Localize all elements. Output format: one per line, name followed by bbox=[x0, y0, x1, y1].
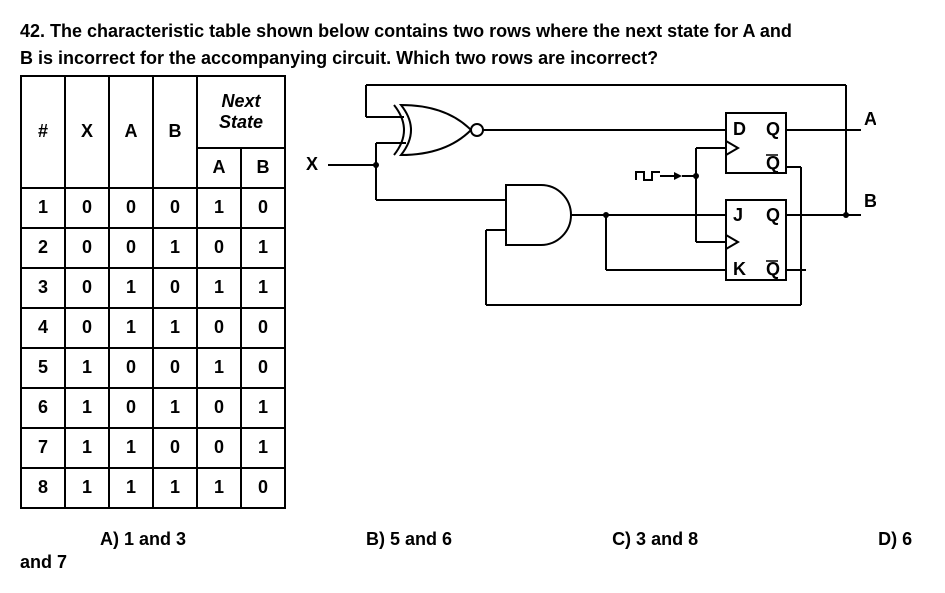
table-cell: 1 bbox=[241, 228, 285, 268]
header-b: B bbox=[153, 76, 197, 188]
question-line1: 42. The characteristic table shown below… bbox=[20, 20, 925, 43]
table-cell: 0 bbox=[65, 308, 109, 348]
table-cell: 1 bbox=[65, 348, 109, 388]
table-cell: 1 bbox=[153, 388, 197, 428]
svg-text:Q: Q bbox=[766, 153, 780, 173]
table-cell: 0 bbox=[241, 308, 285, 348]
option-c: C) 3 and 8 bbox=[612, 529, 698, 550]
table-cell: 0 bbox=[153, 268, 197, 308]
clock-icon bbox=[636, 172, 682, 180]
table-cell: 1 bbox=[109, 308, 153, 348]
svg-text:Q: Q bbox=[766, 205, 780, 225]
table-cell: 0 bbox=[109, 348, 153, 388]
table-cell: 0 bbox=[241, 188, 285, 228]
table-cell: 6 bbox=[21, 388, 65, 428]
table-cell: 1 bbox=[65, 428, 109, 468]
table-row: 301011 bbox=[21, 268, 285, 308]
table-cell: 1 bbox=[197, 268, 241, 308]
and-gate-icon bbox=[506, 185, 571, 245]
table-cell: 1 bbox=[241, 428, 285, 468]
table-cell: 1 bbox=[241, 388, 285, 428]
svg-text:Q: Q bbox=[766, 259, 780, 279]
table-cell: 1 bbox=[197, 188, 241, 228]
table-row: 510010 bbox=[21, 348, 285, 388]
table-cell: 0 bbox=[65, 228, 109, 268]
nor-gate-icon bbox=[394, 105, 483, 155]
table-cell: 1 bbox=[197, 348, 241, 388]
table-row: 610101 bbox=[21, 388, 285, 428]
svg-text:A: A bbox=[864, 109, 876, 129]
header-ns-a: A bbox=[197, 148, 241, 188]
content-row: # X A B NextState A B 100010200101301011… bbox=[20, 75, 925, 509]
table-cell: 0 bbox=[109, 388, 153, 428]
table-cell: 1 bbox=[109, 428, 153, 468]
table-row: 711001 bbox=[21, 428, 285, 468]
table-cell: 0 bbox=[65, 188, 109, 228]
table-cell: 1 bbox=[65, 388, 109, 428]
d-flipflop: D Q Q bbox=[726, 113, 786, 173]
header-next-state: NextState bbox=[197, 76, 285, 148]
table-cell: 0 bbox=[197, 388, 241, 428]
table-cell: 1 bbox=[65, 468, 109, 508]
svg-text:Q: Q bbox=[766, 119, 780, 139]
table-cell: 2 bbox=[21, 228, 65, 268]
header-x: X bbox=[65, 76, 109, 188]
svg-text:K: K bbox=[733, 259, 746, 279]
x-label: X bbox=[306, 154, 318, 174]
truth-table: # X A B NextState A B 100010200101301011… bbox=[20, 75, 286, 509]
table-cell: 8 bbox=[21, 468, 65, 508]
table-cell: 1 bbox=[241, 268, 285, 308]
header-row-1: # X A B NextState bbox=[21, 76, 285, 148]
table-cell: 0 bbox=[241, 468, 285, 508]
table-cell: 1 bbox=[109, 468, 153, 508]
table-cell: 0 bbox=[153, 428, 197, 468]
table-cell: 1 bbox=[153, 468, 197, 508]
table-cell: 3 bbox=[21, 268, 65, 308]
table-cell: 0 bbox=[65, 268, 109, 308]
option-d-continuation: and 7 bbox=[20, 552, 925, 573]
question-line2: B is incorrect for the accompanying circ… bbox=[20, 47, 925, 70]
table-cell: 0 bbox=[153, 348, 197, 388]
table-cell: 0 bbox=[153, 188, 197, 228]
table-cell: 0 bbox=[197, 228, 241, 268]
svg-text:D: D bbox=[733, 119, 746, 139]
options-row: A) 1 and 3 B) 5 and 6 C) 3 and 8 D) 6 bbox=[20, 529, 925, 550]
table-cell: 1 bbox=[153, 308, 197, 348]
header-num: # bbox=[21, 76, 65, 188]
table-cell: 1 bbox=[109, 268, 153, 308]
table-cell: 1 bbox=[197, 468, 241, 508]
table-cell: 1 bbox=[153, 228, 197, 268]
table-row: 100010 bbox=[21, 188, 285, 228]
table-cell: 5 bbox=[21, 348, 65, 388]
table-cell: 7 bbox=[21, 428, 65, 468]
jk-flipflop: J Q K Q bbox=[726, 200, 786, 280]
svg-text:B: B bbox=[864, 191, 876, 211]
header-ns-b: B bbox=[241, 148, 285, 188]
option-a: A) 1 and 3 bbox=[100, 529, 186, 550]
table-row: 401100 bbox=[21, 308, 285, 348]
table-cell: 0 bbox=[109, 188, 153, 228]
table-cell: 0 bbox=[241, 348, 285, 388]
table-cell: 0 bbox=[197, 308, 241, 348]
svg-text:J: J bbox=[733, 205, 743, 225]
option-d: D) 6 bbox=[878, 529, 912, 550]
header-a: A bbox=[109, 76, 153, 188]
table-row: 811110 bbox=[21, 468, 285, 508]
table-cell: 0 bbox=[109, 228, 153, 268]
circuit-diagram: X bbox=[306, 75, 925, 335]
option-b: B) 5 and 6 bbox=[366, 529, 452, 550]
table-row: 200101 bbox=[21, 228, 285, 268]
table-cell: 4 bbox=[21, 308, 65, 348]
table-cell: 0 bbox=[197, 428, 241, 468]
table-cell: 1 bbox=[21, 188, 65, 228]
